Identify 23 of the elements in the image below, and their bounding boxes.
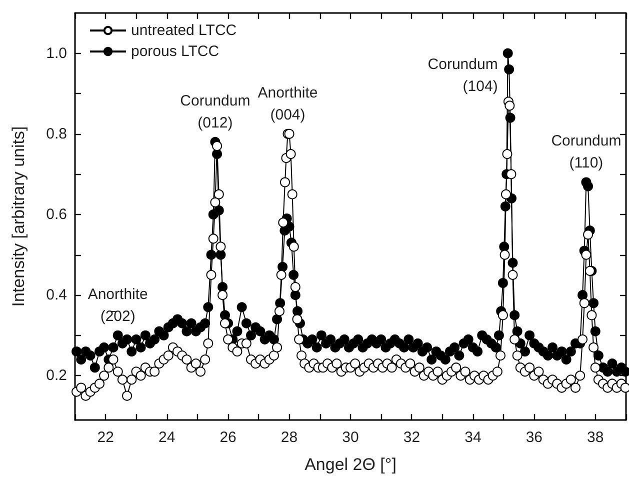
y-tick-label: 0.8 [46, 125, 67, 142]
annotation: Anorthite (2̄02) [88, 286, 148, 325]
y-tick-label: 0.2 [46, 367, 67, 384]
y-axis-title: Intensity [arbitrary units] [9, 126, 28, 307]
x-tick-label: 36 [526, 429, 543, 446]
y-tick-label: 0.6 [46, 206, 67, 223]
x-tick-label: 26 [220, 429, 236, 446]
legend-label: untreated LTCC [131, 22, 237, 39]
x-tick-label: 30 [342, 429, 359, 446]
x-tick-label: 22 [97, 429, 114, 446]
x-tick-label: 24 [158, 429, 176, 446]
x-tick-label: 32 [403, 429, 420, 446]
x-axis-title: Angel 2Θ [°] [304, 455, 396, 474]
annotation: Corundum (012) [180, 92, 250, 132]
annotation: Anorthite (004) [258, 84, 318, 124]
x-tick-label: 28 [280, 429, 298, 446]
annotation: Corundum (104) [428, 56, 498, 95]
legend-label: porous LTCC [131, 43, 220, 60]
y-tick-label: 0.4 [46, 286, 67, 304]
y-tick-label: 1.0 [46, 44, 67, 62]
annotation: Corundum (110) [551, 132, 622, 172]
x-tick-label: 38 [587, 429, 604, 446]
x-tick-label: 34 [464, 429, 482, 446]
